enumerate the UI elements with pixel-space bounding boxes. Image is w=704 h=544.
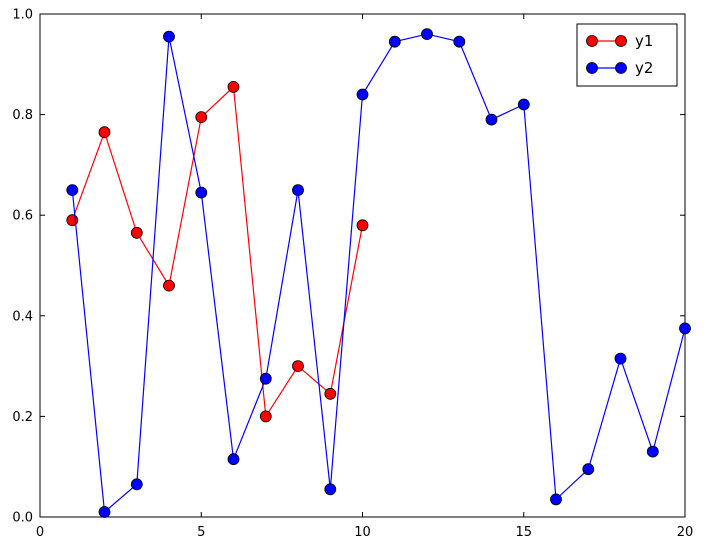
marker-y1 xyxy=(195,111,208,123)
marker-y1 xyxy=(227,81,240,93)
marker-y1 xyxy=(292,360,304,373)
marker-y2 xyxy=(646,445,659,458)
marker-y2 xyxy=(679,322,691,335)
marker-y1 xyxy=(356,219,369,232)
marker-y1 xyxy=(130,226,143,239)
y-tick-label: 0.6 xyxy=(12,209,33,224)
marker-y2 xyxy=(98,506,111,518)
y-tick-label: 0.8 xyxy=(12,108,33,123)
marker-y2 xyxy=(227,453,240,466)
legend-box xyxy=(576,23,678,87)
y-tick-label: 0.4 xyxy=(12,309,33,324)
marker-y2 xyxy=(421,28,433,40)
marker-y2 xyxy=(453,35,466,48)
series-line-y2 xyxy=(71,33,686,514)
marker-y2 xyxy=(259,372,272,385)
legend-label-y2: y2 xyxy=(635,59,653,77)
y-tick-label: 0.2 xyxy=(12,410,33,425)
marker-y2 xyxy=(66,184,79,197)
marker-y1 xyxy=(163,279,175,292)
x-tick-label: 5 xyxy=(197,525,205,540)
legend-marker-y1 xyxy=(586,35,598,47)
marker-y2 xyxy=(517,98,530,111)
x-tick-label: 15 xyxy=(515,525,532,540)
marker-y2 xyxy=(163,30,175,43)
marker-y1 xyxy=(98,126,111,139)
y-tick-label: 1.0 xyxy=(12,8,33,23)
marker-y2 xyxy=(324,483,337,496)
marker-y2 xyxy=(614,352,627,365)
marker-y2 xyxy=(130,478,143,491)
legend-marker-y2 xyxy=(586,62,598,74)
marker-y2 xyxy=(550,493,562,506)
marker-y2 xyxy=(292,184,304,197)
marker-y2 xyxy=(356,88,369,101)
x-tick-label: 20 xyxy=(677,525,694,540)
legend-marker-y1 xyxy=(615,35,627,47)
series-line-y1 xyxy=(71,85,364,419)
x-tick-label: 0 xyxy=(36,525,44,540)
marker-y2 xyxy=(195,186,208,199)
marker-y2 xyxy=(485,113,498,126)
legend-label-y1: y1 xyxy=(635,32,653,50)
marker-y2 xyxy=(582,463,595,476)
y-tick-label: 0.0 xyxy=(12,511,33,526)
marker-y2 xyxy=(388,35,401,48)
x-tick-label: 10 xyxy=(354,525,371,540)
marker-y1 xyxy=(324,387,337,400)
marker-y1 xyxy=(259,410,272,423)
legend-marker-y2 xyxy=(615,62,627,74)
